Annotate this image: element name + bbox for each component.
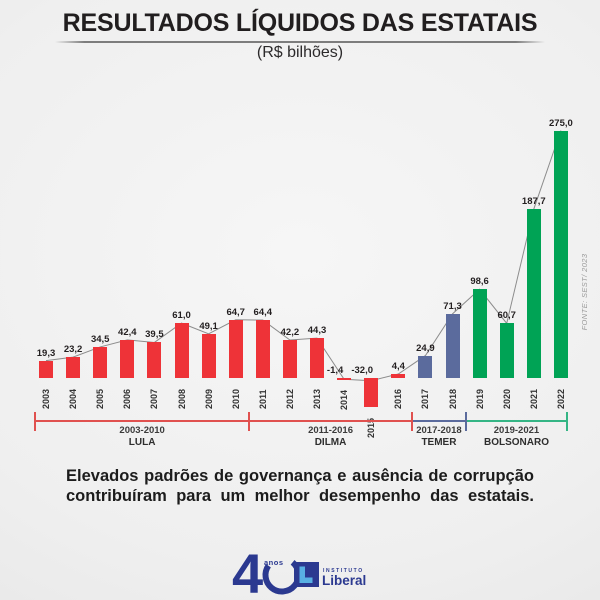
value-label-2005: 34,5 xyxy=(90,333,110,345)
chart-subtitle: (R$ bilhões) xyxy=(256,44,344,61)
period-president-dilma: DILMA xyxy=(314,437,347,448)
value-label-2014: -1,4 xyxy=(326,365,344,376)
period-line-dilma xyxy=(249,420,412,422)
period-tick xyxy=(565,412,568,431)
instituto-liberal-logo: 4 anos INSTITUTO Liberal xyxy=(232,546,366,600)
year-label-2021: 2021 xyxy=(528,388,539,409)
value-label-2004: 23,2 xyxy=(63,344,83,356)
year-label-2020: 2020 xyxy=(501,388,512,409)
period-line-temer xyxy=(411,420,467,422)
logo-tile xyxy=(294,562,319,587)
period-tick xyxy=(465,412,468,431)
bar-2022 xyxy=(553,130,568,378)
logo-instituto-label: INSTITUTO xyxy=(323,568,364,574)
bar-2020 xyxy=(499,323,514,378)
year-label-2010: 2010 xyxy=(230,388,241,409)
bar-2011 xyxy=(255,320,270,378)
bar-2016 xyxy=(391,374,406,378)
value-label-2020: 60,7 xyxy=(497,310,516,322)
value-label-2022: 275,0 xyxy=(549,117,573,129)
caption-line-1: Elevados padrões de governança e ausênci… xyxy=(66,467,534,485)
year-label-2013: 2013 xyxy=(312,388,322,409)
value-label-2021: 187,7 xyxy=(521,196,546,208)
year-label-2004: 2004 xyxy=(68,388,79,409)
value-label-2009: 49,1 xyxy=(199,320,218,332)
period-range-bolsonaro: 2019-2021 xyxy=(493,425,540,436)
year-label-2012: 2012 xyxy=(284,388,295,409)
bar-2019 xyxy=(472,289,487,378)
bar-2017 xyxy=(418,355,433,378)
year-label-2017: 2017 xyxy=(420,388,431,409)
value-label-2007: 39,5 xyxy=(145,329,164,341)
bar-2008 xyxy=(174,323,189,378)
year-label-2019: 2019 xyxy=(474,388,485,409)
bar-2012 xyxy=(282,340,297,378)
bar-2006 xyxy=(120,339,135,378)
logo-letter-l-icon xyxy=(299,566,305,583)
bar-2014 xyxy=(337,378,352,380)
bar-2015 xyxy=(364,378,379,407)
bar-2003 xyxy=(39,360,53,378)
caption-line-2: contribuíram para um melhor desempenho d… xyxy=(66,487,534,506)
value-label-2003: 19,3 xyxy=(36,347,56,359)
period-tick xyxy=(410,412,413,431)
period-range-lula: 2003-2010 xyxy=(119,425,165,436)
bar-2004 xyxy=(66,357,81,378)
bar-2021 xyxy=(526,209,541,378)
caption: Elevados padrões de governança e ausênci… xyxy=(66,466,534,507)
year-label-2009: 2009 xyxy=(203,388,214,409)
year-label-2011: 2011 xyxy=(257,389,268,409)
bar-2007 xyxy=(147,342,162,378)
logo-anos-label: anos xyxy=(264,558,284,567)
year-label-2006: 2006 xyxy=(122,388,133,409)
year-label-2007: 2007 xyxy=(149,388,160,409)
year-label-2018: 2018 xyxy=(447,388,458,409)
value-label-2015: -32,0 xyxy=(351,365,374,376)
bar-2013 xyxy=(310,338,324,378)
period-president-temer: TEMER xyxy=(421,437,457,448)
value-label-2017: 24,9 xyxy=(416,342,435,354)
page-title: RESULTADOS LÍQUIDOS DAS ESTATAIS xyxy=(62,9,538,37)
period-line-bolsonaro xyxy=(466,420,567,422)
value-label-2013: 44,3 xyxy=(307,325,327,337)
bar-2018 xyxy=(445,313,460,378)
bar-2005 xyxy=(93,346,108,378)
year-label-2022: 2022 xyxy=(555,388,566,409)
value-label-2006: 42,4 xyxy=(118,326,137,338)
logo-letter-l-icon xyxy=(299,577,313,583)
period-tick xyxy=(34,412,36,431)
period-range-temer: 2017-2018 xyxy=(416,425,462,436)
value-label-2019: 98,6 xyxy=(470,276,489,288)
value-label-2008: 61,0 xyxy=(172,310,191,322)
year-label-2014: 2014 xyxy=(339,390,350,411)
bar-2009 xyxy=(201,333,216,378)
title-divider xyxy=(55,41,545,43)
period-tick xyxy=(248,412,251,431)
year-label-2003: 2003 xyxy=(41,388,51,409)
year-label-2005: 2005 xyxy=(95,388,106,409)
period-president-lula: LULA xyxy=(128,437,156,448)
value-label-2016: 4,4 xyxy=(391,361,405,373)
value-label-2010: 64,7 xyxy=(226,306,245,318)
period-range-dilma: 2011-2016 xyxy=(308,425,353,436)
year-label-2016: 2016 xyxy=(393,388,404,409)
year-label-2008: 2008 xyxy=(176,388,187,409)
period-line-lula xyxy=(35,420,250,422)
value-label-2018: 71,3 xyxy=(443,300,462,312)
value-label-2012: 42,2 xyxy=(280,327,300,339)
logo-liberal-label: Liberal xyxy=(322,573,366,588)
logo-40-number: 4 xyxy=(232,546,263,600)
value-label-2011: 64,4 xyxy=(253,307,273,319)
period-president-bolsonaro: BOLSONARO xyxy=(483,437,549,448)
bar-2010 xyxy=(228,319,243,378)
